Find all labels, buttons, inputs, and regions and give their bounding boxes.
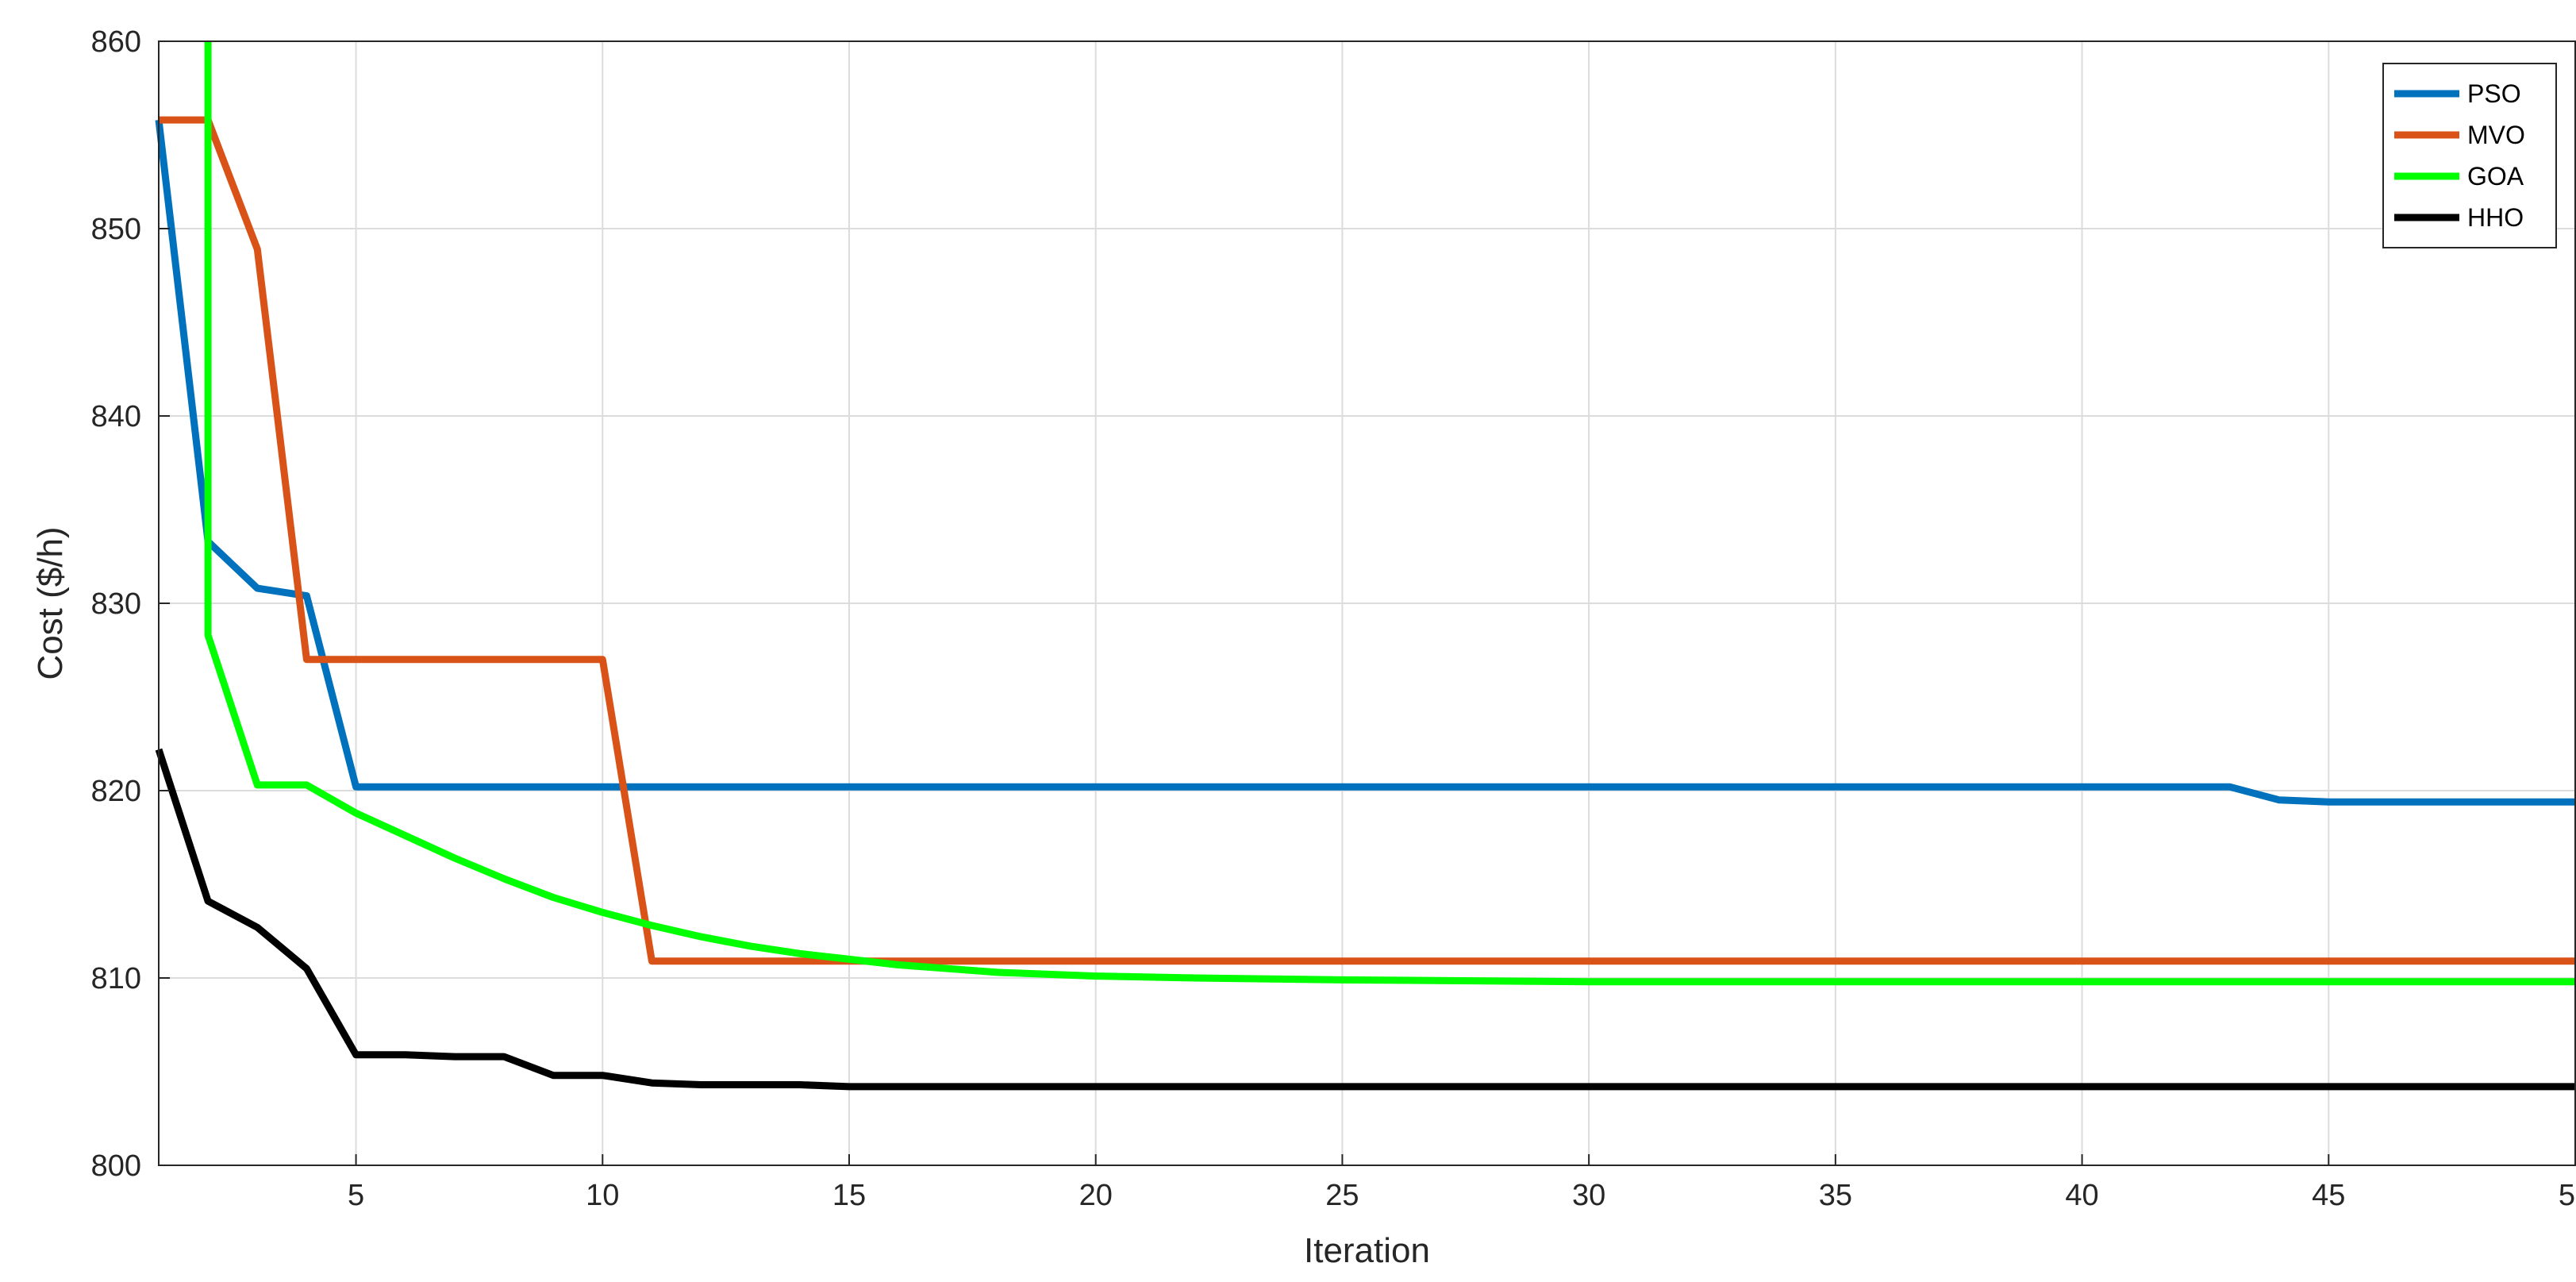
legend: PSO MVO GOA HHO [2382, 63, 2557, 248]
x-tick-label: 45 [2312, 1179, 2345, 1212]
grid-lines [159, 40, 2576, 1166]
x-axis-ticks: 5 10 15 20 25 30 35 40 45 50 [348, 1154, 2576, 1212]
x-tick-label: 10 [586, 1179, 619, 1212]
series-line-pso [155, 119, 2575, 806]
x-tick-label: 35 [1819, 1179, 1852, 1212]
legend-label-hho: HHO [2467, 203, 2524, 232]
y-tick-label: 820 [91, 775, 141, 808]
series-line-mvo [159, 116, 2575, 965]
y-tick-label: 850 [91, 213, 141, 246]
legend-label-pso: PSO [2467, 79, 2521, 108]
y-tick-label: 830 [91, 587, 141, 621]
y-axis-ticks: 800 810 820 830 840 850 860 [91, 25, 170, 1183]
y-tick-label: 840 [91, 400, 141, 433]
series-line-goa [204, 41, 2575, 986]
x-tick-label: 5 [348, 1179, 364, 1212]
y-tick-label: 810 [91, 962, 141, 995]
x-tick-label: 15 [832, 1179, 866, 1212]
series-line-hho [155, 748, 2575, 1091]
x-tick-label: 25 [1325, 1179, 1359, 1212]
legend-label-mvo: MVO [2467, 121, 2525, 149]
y-tick-label: 800 [91, 1149, 141, 1183]
legend-label-goa: GOA [2467, 162, 2524, 191]
x-tick-label: 20 [1079, 1179, 1113, 1212]
series-lines [155, 41, 2575, 1091]
x-tick-label: 50 [2559, 1179, 2576, 1212]
x-tick-label: 30 [1572, 1179, 1605, 1212]
x-tick-label: 40 [2065, 1179, 2098, 1212]
y-tick-label: 860 [91, 25, 141, 59]
y-axis-title: Cost ($/h) [31, 526, 70, 679]
x-axis-title: Iteration [1304, 1231, 1430, 1270]
